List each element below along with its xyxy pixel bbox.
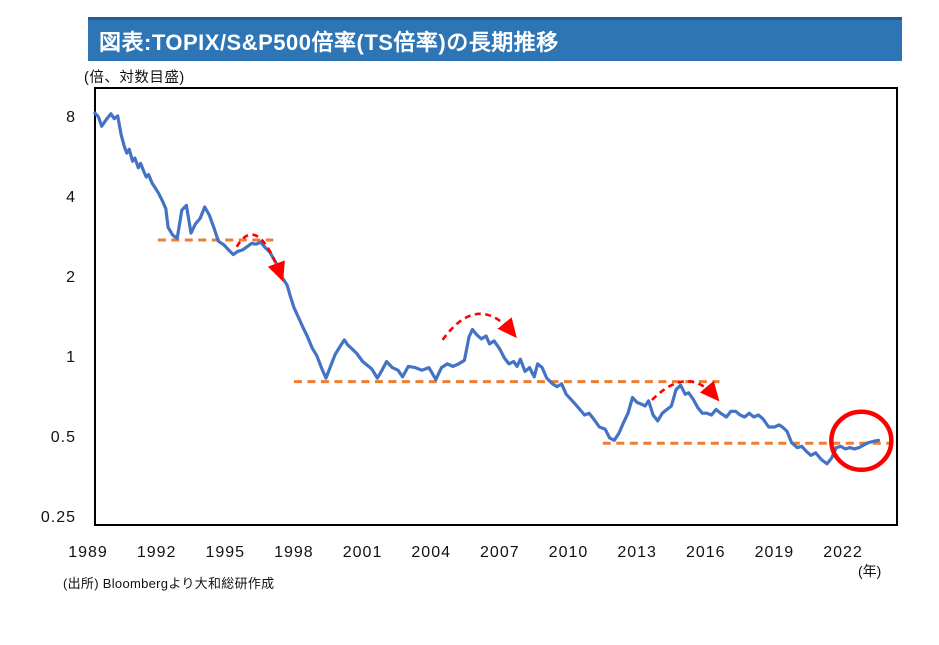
x-tick-label-2007: 2007 [480, 544, 520, 561]
x-tick-label-1998: 1998 [274, 544, 314, 561]
source-note: (出所) Bloombergより大和総研作成 [63, 576, 275, 591]
plot-area-border [94, 87, 898, 526]
chart-title: 図表:TOPIX/S&P500倍率(TS倍率)の長期推移 [99, 29, 559, 55]
decline-arrow-2 [441, 312, 517, 341]
y-tick-label-8: 8 [66, 109, 76, 126]
decline-arrow-3 [651, 380, 720, 402]
x-tick-label-2001: 2001 [342, 544, 383, 561]
decline-arrow-1 [235, 233, 285, 282]
highlight-circle [829, 409, 894, 473]
y-tick-label-0.25: 0.25 [40, 509, 76, 526]
ts-ratio-line [93, 111, 881, 466]
y-tick-label-0.5: 0.5 [50, 429, 76, 446]
y-tick-label-1: 1 [66, 349, 76, 366]
x-tick-label-2022: 2022 [823, 544, 863, 561]
x-tick-label-1995: 1995 [205, 544, 246, 561]
chart-title-bar: 図表:TOPIX/S&P500倍率(TS倍率)の長期推移 [88, 17, 902, 61]
x-tick-label-1989: 1989 [68, 544, 108, 561]
x-tick-label-2016: 2016 [685, 544, 726, 561]
x-tick-label-2019: 2019 [754, 544, 795, 561]
x-tick-label-2013: 2013 [617, 544, 657, 561]
x-tick-label-2010: 2010 [548, 544, 589, 561]
y-axis-unit-label: (倍、対数目盛) [84, 70, 185, 86]
x-axis-unit-label: (年) [858, 563, 882, 579]
x-tick-label-1992: 1992 [136, 544, 177, 561]
y-tick-label-4: 4 [66, 189, 76, 206]
x-tick-label-2004: 2004 [411, 544, 451, 561]
y-tick-label-2: 2 [66, 269, 76, 286]
